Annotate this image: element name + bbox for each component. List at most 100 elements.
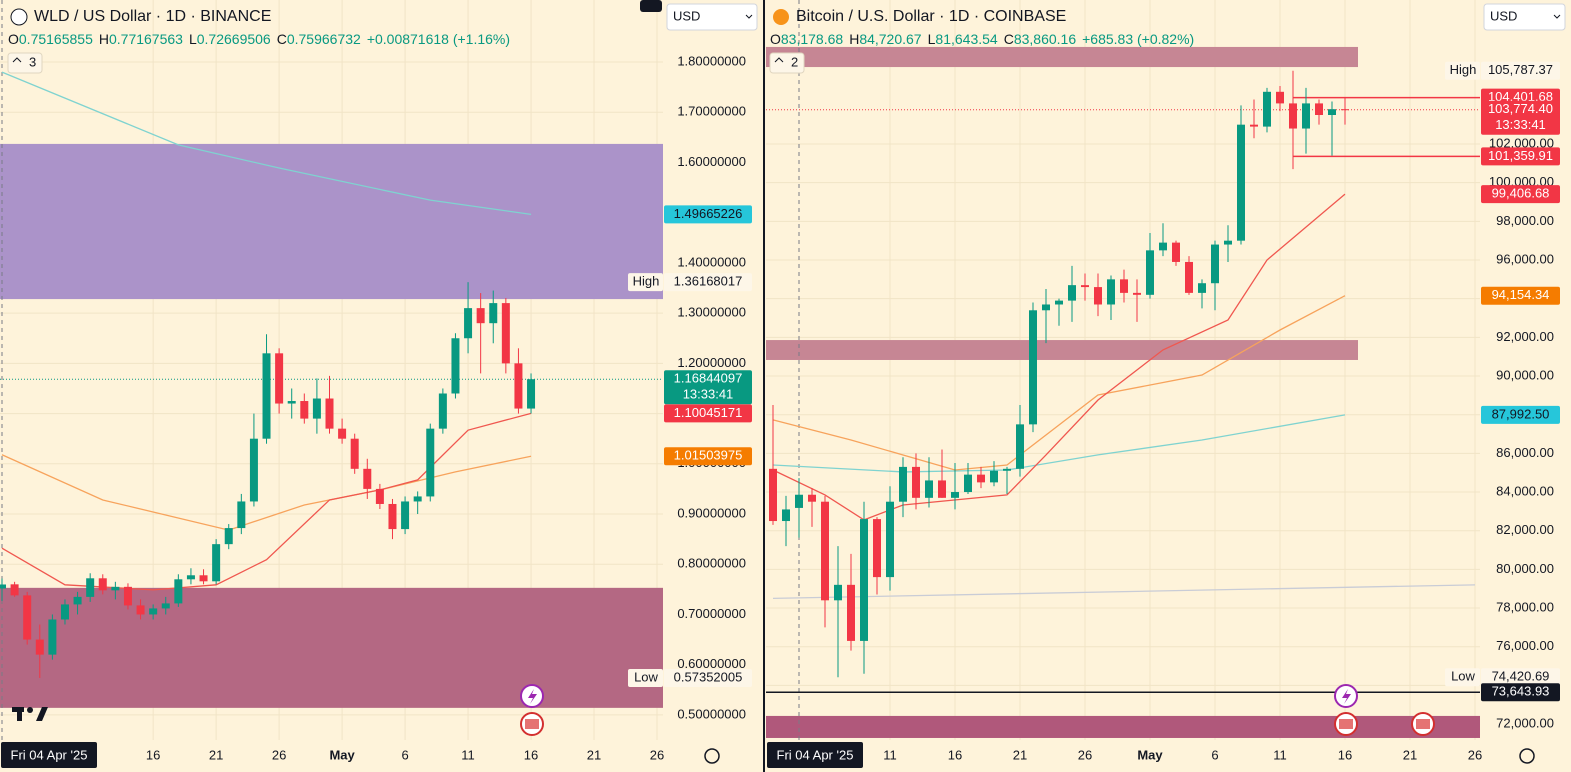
candle-body — [464, 308, 473, 339]
x-tick-label: 21 — [209, 747, 223, 762]
x-tick-label: 11 — [883, 747, 897, 762]
y-tick-label: 1.30000000 — [677, 305, 746, 320]
price-tag: Low — [634, 669, 658, 684]
ohlc-value: 84,720.67 — [859, 31, 921, 47]
candle-body — [1055, 300, 1063, 305]
currency-dropdown[interactable] — [1483, 3, 1566, 31]
price-tag-box — [1445, 668, 1480, 687]
zone — [0, 143, 663, 300]
currency-label: USD — [673, 8, 700, 23]
x-tick-label: 21 — [1013, 747, 1027, 762]
zone — [766, 46, 1358, 68]
ohlc-value: 0.72669506 — [197, 31, 271, 47]
candle-body — [899, 466, 907, 502]
candle-body — [938, 480, 946, 498]
candle-body — [1081, 285, 1089, 288]
candle-body — [925, 480, 933, 498]
moving-average — [772, 193, 1346, 521]
candle-body — [808, 494, 816, 502]
currency-dropdown[interactable] — [666, 3, 758, 31]
price-tag: High — [1450, 62, 1477, 77]
candle-body — [990, 470, 998, 483]
candle-body — [489, 303, 498, 324]
event-icon-glyph — [1342, 689, 1351, 704]
ohlc-value: 83,860.16 — [1014, 31, 1076, 47]
candle-body — [1289, 103, 1297, 129]
dropdown-chevron — [1553, 14, 1561, 19]
candle-body — [262, 353, 271, 439]
logo-part — [27, 707, 33, 713]
indicator-count: 2 — [791, 54, 798, 69]
symbol-icon — [773, 9, 789, 25]
y-tick-label: 86,000.00 — [1496, 445, 1554, 460]
y-tick-label: 0.90000000 — [677, 505, 746, 520]
candle-body — [834, 584, 842, 601]
y-tick-label: 76,000.00 — [1496, 638, 1554, 653]
candle-body — [1042, 304, 1050, 311]
crosshair-label: Fri 04 Apr '25 — [11, 747, 88, 762]
price-label-box — [664, 447, 752, 466]
x-tick-label: 16 — [146, 747, 160, 762]
y-tick-label: 98,000.00 — [1496, 213, 1554, 228]
zone — [0, 587, 663, 708]
settings-icon[interactable] — [1519, 748, 1535, 764]
candle-body — [388, 503, 397, 530]
price-label: 74,420.69 — [1492, 669, 1550, 684]
candle-body — [111, 586, 120, 591]
indicator-count: 3 — [29, 54, 36, 69]
price-label-countdown: 13:33:41 — [1495, 117, 1546, 132]
candle-body — [964, 474, 972, 493]
add-button[interactable] — [640, 0, 662, 12]
indicator-toggle[interactable] — [7, 52, 43, 74]
x-tick-label: 11 — [461, 747, 475, 762]
candle-body — [438, 393, 447, 429]
candle-body — [1315, 103, 1323, 116]
price-label-box — [664, 273, 752, 292]
candle-body — [186, 575, 195, 580]
x-tick-label: 16 — [524, 747, 538, 762]
price-tag-box — [628, 668, 663, 687]
settings-icon[interactable] — [704, 748, 720, 764]
candle-body — [1328, 109, 1336, 116]
candle-body — [1094, 287, 1102, 305]
chart-panel: 0.50000000 0.60000000 0.70000000 0.80000000… — [0, 0, 758, 768]
dropdown-chevron — [745, 14, 753, 19]
ohlc-letter: L — [928, 31, 936, 47]
candle-body — [300, 401, 309, 419]
x-tick-label: 11 — [1273, 747, 1287, 762]
price-label-box — [1481, 668, 1560, 687]
y-tick-label: 1.60000000 — [677, 154, 746, 169]
candle-body — [1016, 424, 1024, 469]
y-tick-label: 80,000.00 — [1496, 561, 1554, 576]
ohlc-value: 0.75165855 — [19, 31, 93, 47]
price-label: 73,643.93 — [1492, 684, 1550, 699]
y-tick-label: 1.80000000 — [677, 53, 746, 68]
indicator-toggle[interactable] — [769, 52, 805, 74]
candle-body — [1029, 310, 1037, 425]
candle-body — [312, 398, 321, 419]
moving-average — [772, 414, 1346, 473]
tradingview-logo — [12, 707, 48, 721]
x-tick-label: 6 — [1211, 747, 1218, 762]
candle-body — [1250, 124, 1258, 127]
price-label-box — [1481, 185, 1560, 204]
candle-body — [769, 468, 777, 522]
price-tag-box — [628, 273, 663, 292]
candle-body — [1211, 244, 1219, 284]
y-tick-label: 72,000.00 — [1496, 715, 1554, 730]
candle-body — [1107, 279, 1115, 305]
logo-part — [36, 707, 48, 721]
moving-average — [1, 412, 532, 591]
candle-body — [886, 501, 894, 578]
candle-body — [1003, 468, 1011, 471]
candle-body — [60, 604, 69, 620]
price-label-box — [664, 404, 752, 423]
price-label-box — [664, 205, 752, 224]
x-tick-label: May — [1137, 747, 1163, 762]
x-tick-label: May — [329, 747, 355, 762]
ohlc-value: 83,178.68 — [781, 31, 843, 47]
y-tick-label: 92,000.00 — [1496, 329, 1554, 344]
